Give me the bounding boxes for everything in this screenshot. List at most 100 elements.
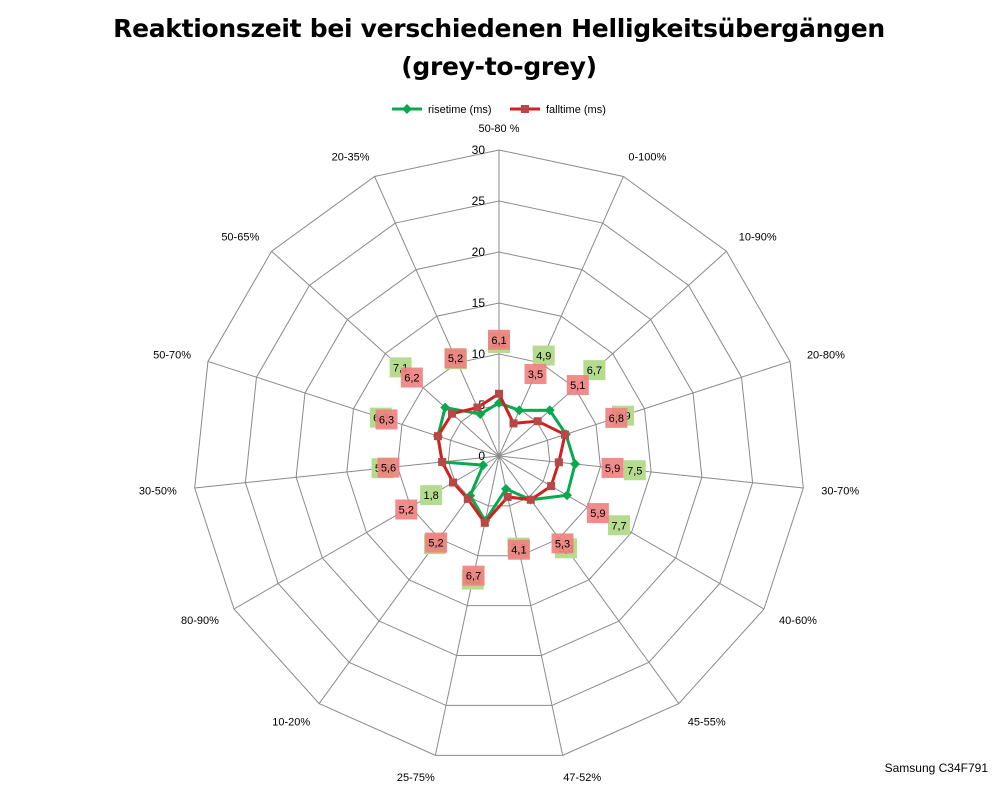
category-label: 50-80 %	[479, 123, 520, 135]
radar-grid	[194, 149, 804, 756]
grid-ring-15	[346, 302, 652, 607]
category-label: 47-52%	[563, 772, 601, 784]
series-lines	[432, 389, 581, 527]
data-label: 6,8	[609, 413, 624, 425]
data-label-bg	[375, 409, 398, 430]
data-label: 5,9	[590, 508, 605, 520]
data-label-bg	[623, 460, 646, 481]
data-label-bg	[400, 367, 423, 388]
data-labels: 5,24,96,76,97,57,75,33,36,54,81,85,66,37…	[369, 329, 646, 590]
falltime-marker	[463, 494, 472, 503]
data-label: 5,2	[399, 505, 414, 517]
data-label: 6,3	[379, 414, 394, 426]
grid-spoke	[498, 455, 765, 610]
series-line-0	[436, 401, 577, 523]
radial-tick-label: 30	[472, 143, 486, 157]
footer-note: Samsung C34F791	[884, 761, 988, 775]
risetime-marker	[562, 490, 572, 501]
radial-tick-label: 15	[472, 296, 486, 310]
grid-spoke	[434, 455, 500, 756]
category-label: 45-55%	[688, 716, 726, 728]
data-label-bg	[425, 532, 448, 553]
category-label: 20-80%	[807, 350, 845, 362]
category-label: 50-65%	[221, 232, 259, 244]
data-label: 6,7	[587, 365, 602, 377]
radial-tick-label: 25	[472, 194, 486, 208]
radial-tick-label: 10	[472, 347, 486, 361]
data-label: 5,1	[570, 380, 585, 392]
data-label-bg	[462, 565, 485, 586]
data-label: 5,2	[428, 538, 443, 550]
falltime-marker	[438, 457, 447, 466]
data-label-bg	[488, 329, 510, 350]
data-label-bg	[524, 364, 547, 385]
risetime-marker	[501, 483, 511, 494]
grid-spoke	[498, 455, 680, 704]
legend-marker-falltime	[521, 105, 529, 113]
falltime-marker	[526, 495, 535, 504]
grid-spoke	[271, 250, 500, 457]
grid-ring-20	[295, 251, 703, 657]
grid-spoke	[498, 455, 564, 756]
data-label: 4,9	[536, 351, 551, 363]
data-label: 5,3	[555, 538, 570, 550]
grid-ring-30	[194, 149, 804, 756]
falltime-marker	[449, 478, 458, 487]
falltime-marker	[554, 458, 563, 467]
data-label-bg	[532, 345, 555, 366]
category-label: 0-100%	[628, 151, 666, 163]
grid-spoke	[498, 455, 804, 489]
risetime-marker	[478, 460, 489, 471]
category-labels: 50-80 % 0-100% 10-90% 20-80% 30-70% 40-60% 45-…	[139, 123, 859, 784]
grid-spoke	[498, 176, 624, 457]
category-label: 30-70%	[821, 485, 859, 497]
data-label: 6,2	[404, 373, 419, 385]
legend: risetime (ms) falltime (ms)	[392, 104, 606, 116]
category-label: 80-90%	[181, 615, 219, 627]
falltime-marker	[473, 403, 482, 412]
data-label-bg	[607, 515, 630, 536]
data-label-bg	[551, 533, 574, 554]
legend-marker-risetime	[402, 104, 412, 114]
data-label-bg	[605, 407, 628, 428]
category-label: 10-20%	[272, 716, 310, 728]
data-label: 5,2	[448, 353, 463, 365]
falltime-marker	[448, 409, 457, 418]
category-label: 30-50%	[139, 485, 177, 497]
data-label-bg	[507, 539, 530, 560]
risetime-marker	[544, 405, 555, 416]
data-label: 5,6	[381, 463, 396, 475]
data-label: 1,8	[423, 490, 438, 502]
falltime-marker	[560, 430, 569, 439]
grid-ring-25	[244, 200, 754, 706]
data-label-bg	[566, 375, 589, 396]
falltime-marker	[533, 417, 542, 426]
grid-ring-10	[397, 353, 601, 557]
category-label: 20-35%	[332, 151, 370, 163]
legend-label: falltime (ms)	[546, 104, 606, 116]
chart-title-line-2: (grey-to-grey)	[401, 52, 597, 81]
risetime-marker	[514, 405, 525, 416]
data-label-bg	[583, 360, 606, 381]
risetime-marker	[475, 409, 486, 420]
falltime-marker	[503, 492, 512, 501]
falltime-marker	[547, 482, 556, 491]
chart-title-line-1: Reaktionszeit bei verschiedenen Helligke…	[113, 14, 885, 43]
radial-tick-label: 0	[478, 449, 485, 463]
data-label-bg	[420, 485, 443, 506]
data-label: 5,9	[605, 463, 620, 475]
category-label: 10-90%	[739, 232, 777, 244]
data-label-bg	[377, 457, 400, 478]
falltime-marker	[509, 419, 518, 428]
category-label: 40-60%	[779, 615, 817, 627]
data-label: 4,1	[511, 545, 526, 557]
data-label-bg	[601, 457, 624, 478]
falltime-marker	[480, 518, 489, 527]
data-label-bg	[395, 499, 418, 520]
chart-title: Reaktionszeit bei verschiedenen Helligke…	[0, 10, 998, 86]
data-label-bg	[586, 503, 609, 524]
data-label: 6,7	[466, 571, 481, 583]
data-label: 6,1	[491, 335, 506, 347]
